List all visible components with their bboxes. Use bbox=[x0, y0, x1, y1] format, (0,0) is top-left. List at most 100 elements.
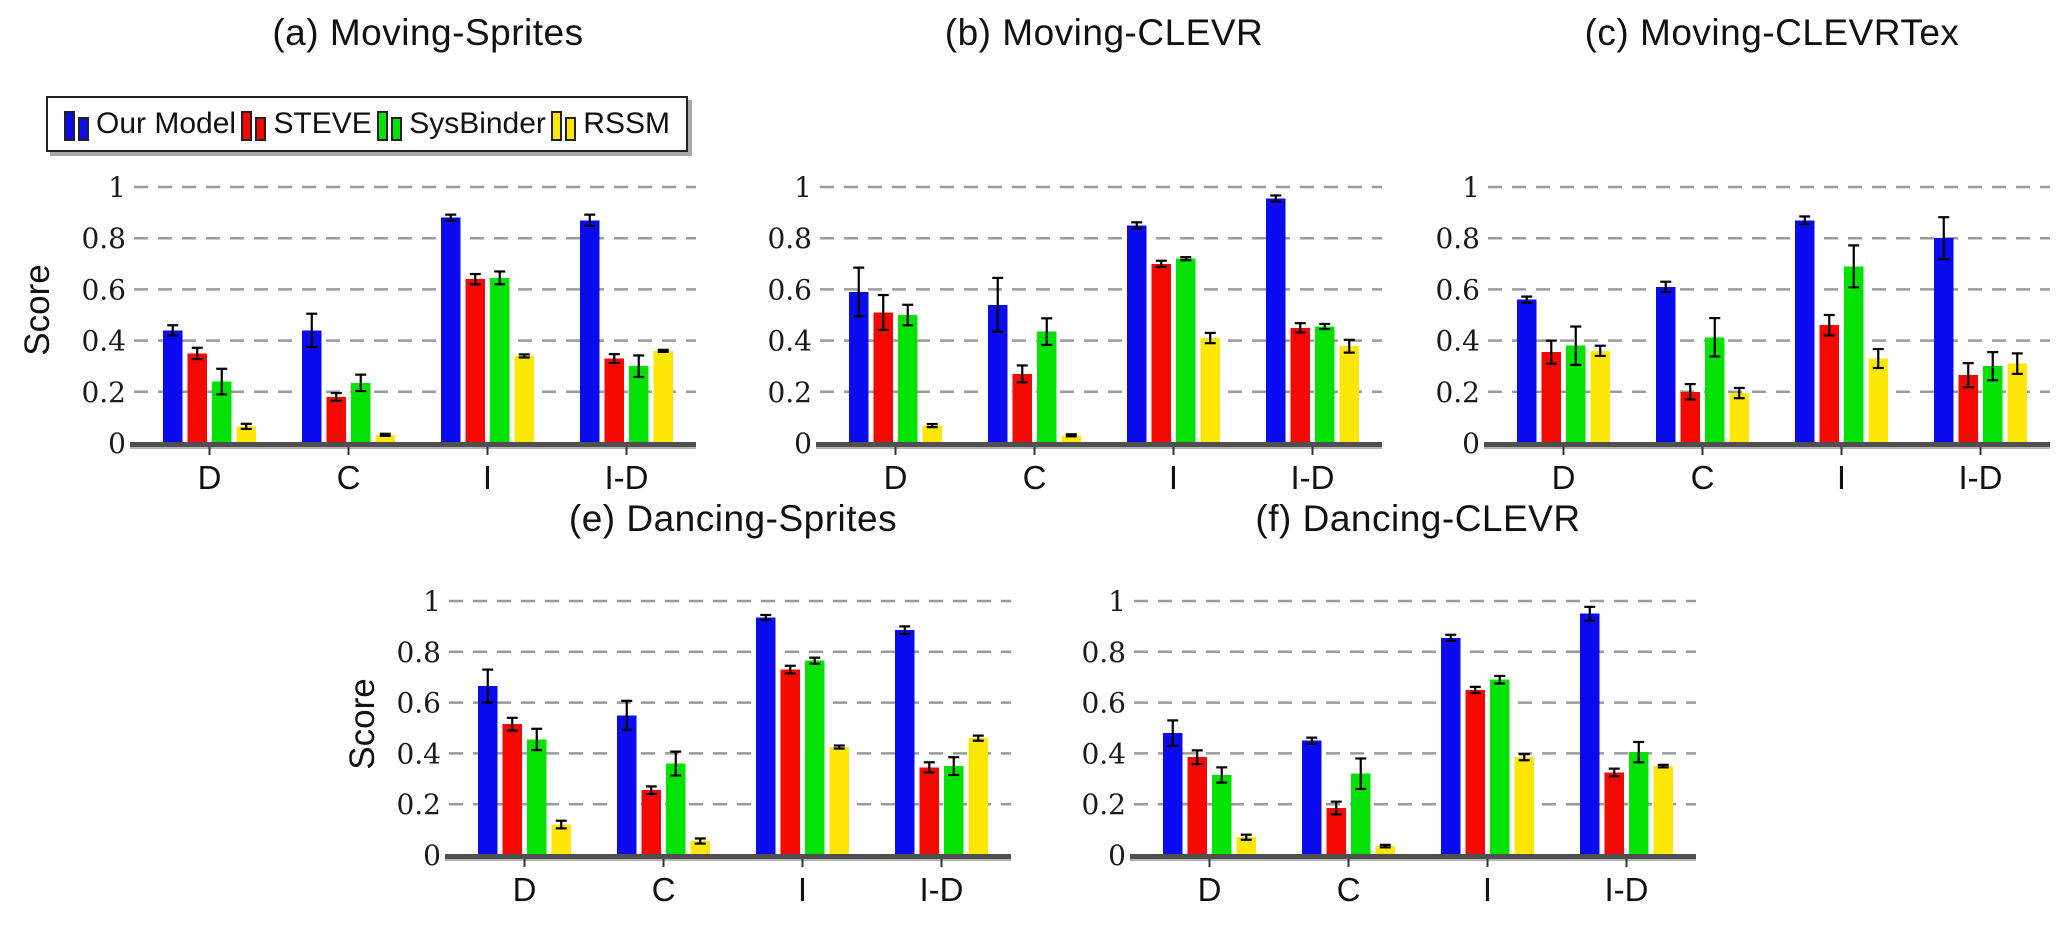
bar bbox=[302, 330, 322, 443]
x-axis-shadow bbox=[130, 447, 696, 449]
category-label: C bbox=[1023, 459, 1047, 496]
bar bbox=[988, 304, 1008, 443]
bar bbox=[1844, 266, 1864, 443]
bar bbox=[551, 824, 571, 855]
category-label: I bbox=[1837, 459, 1846, 496]
bar-chart: 0 0.2 0.4 0.6 0.8 1 D C I I-D bbox=[396, 585, 1011, 908]
bar bbox=[641, 790, 661, 855]
legend-swatch-icon bbox=[377, 107, 403, 141]
category-label: I-D bbox=[1959, 459, 2003, 496]
bar bbox=[1680, 391, 1700, 443]
bar bbox=[1729, 393, 1749, 443]
y-tick-label: 0.4 bbox=[396, 737, 441, 770]
y-tick-label: 0.6 bbox=[767, 273, 812, 306]
bar bbox=[1266, 198, 1286, 443]
category-label: D bbox=[1552, 459, 1576, 496]
bar bbox=[163, 330, 183, 443]
bar bbox=[1490, 679, 1510, 855]
bar bbox=[780, 669, 800, 855]
bar bbox=[1302, 740, 1322, 855]
x-axis-shadow bbox=[816, 447, 1382, 449]
y-tick-label: 0.6 bbox=[1435, 273, 1480, 306]
legend-label: RSSM bbox=[583, 107, 670, 140]
bar bbox=[849, 291, 869, 443]
bar bbox=[1819, 325, 1839, 443]
bar bbox=[1514, 757, 1534, 855]
bar bbox=[895, 630, 915, 855]
bar bbox=[1236, 837, 1256, 855]
bar bbox=[1212, 774, 1232, 855]
legend-label: Our Model bbox=[96, 107, 237, 140]
bar-chart: 0 0.2 0.4 0.6 0.8 1 D C I I-D bbox=[767, 171, 1382, 496]
category-label: C bbox=[337, 459, 361, 496]
y-tick-label: 0.6 bbox=[396, 687, 441, 720]
y-tick-label: 0 bbox=[423, 839, 441, 872]
bar bbox=[1934, 238, 1954, 443]
bar bbox=[968, 738, 988, 855]
y-tick-label: 0.8 bbox=[81, 222, 126, 255]
bar bbox=[212, 381, 232, 443]
category-label: I-D bbox=[1291, 459, 1335, 496]
bar bbox=[756, 617, 776, 855]
bar bbox=[1351, 773, 1371, 855]
legend-item-sysbinder: SysBinder bbox=[377, 107, 546, 141]
bar bbox=[1983, 366, 2003, 443]
bar bbox=[1200, 338, 1220, 443]
bar bbox=[441, 217, 461, 443]
category-label: C bbox=[652, 871, 676, 908]
bar bbox=[1795, 220, 1815, 443]
bar bbox=[514, 355, 534, 443]
y-tick-label: 0.2 bbox=[1081, 788, 1126, 821]
bar bbox=[580, 220, 600, 443]
y-tick-label: 0.4 bbox=[767, 325, 812, 358]
x-axis-line bbox=[445, 854, 1011, 859]
chart-panel-a: 0 0.2 0.4 0.6 0.8 1 D C I I-D bbox=[54, 157, 712, 518]
bar bbox=[922, 425, 942, 443]
bar bbox=[187, 353, 207, 443]
bar bbox=[1163, 733, 1183, 855]
bar bbox=[873, 312, 893, 443]
y-tick-label: 0.4 bbox=[1081, 737, 1126, 770]
bar bbox=[1176, 258, 1196, 443]
bar bbox=[617, 715, 637, 855]
category-label: C bbox=[1691, 459, 1715, 496]
bar bbox=[604, 358, 624, 443]
bar bbox=[1517, 299, 1537, 443]
x-axis-shadow bbox=[1130, 859, 1696, 861]
y-tick-label: 0.8 bbox=[1435, 222, 1480, 255]
category-label: I bbox=[1483, 871, 1492, 908]
bar bbox=[2007, 363, 2027, 443]
bar bbox=[1566, 345, 1586, 443]
bar bbox=[1629, 752, 1649, 855]
y-tick-label: 1 bbox=[1462, 171, 1480, 204]
legend: Our Model STEVE SysBinder RSSM bbox=[46, 96, 688, 152]
category-label: D bbox=[513, 871, 537, 908]
bar bbox=[1653, 766, 1673, 855]
y-tick-label: 0.6 bbox=[1081, 687, 1126, 720]
x-axis-line bbox=[1130, 854, 1696, 859]
category-label: I bbox=[798, 871, 807, 908]
y-tick-label: 0 bbox=[1108, 839, 1126, 872]
bar-chart: 0 0.2 0.4 0.6 0.8 1 D C I I-D bbox=[1081, 585, 1696, 908]
bar bbox=[1339, 346, 1359, 443]
y-tick-label: 0.8 bbox=[1081, 636, 1126, 669]
bar bbox=[1541, 352, 1561, 443]
x-axis-line bbox=[130, 442, 696, 447]
bar bbox=[1012, 373, 1032, 443]
y-tick-label: 0 bbox=[108, 427, 126, 460]
bar bbox=[1604, 772, 1624, 855]
category-label: C bbox=[1337, 871, 1361, 908]
y-tick-label: 1 bbox=[1108, 585, 1126, 618]
legend-item-our-model: Our Model bbox=[64, 107, 236, 141]
bar bbox=[236, 426, 256, 443]
bar bbox=[829, 747, 849, 855]
y-tick-label: 0.2 bbox=[767, 376, 812, 409]
chart-title-b: (b) Moving-CLEVR bbox=[944, 12, 1264, 53]
bar bbox=[898, 315, 918, 443]
bar bbox=[805, 660, 825, 855]
y-tick-label: 1 bbox=[423, 585, 441, 618]
category-label: I-D bbox=[1605, 871, 1649, 908]
x-axis-line bbox=[816, 442, 1382, 447]
bar bbox=[1441, 637, 1461, 855]
bar bbox=[1375, 846, 1395, 855]
